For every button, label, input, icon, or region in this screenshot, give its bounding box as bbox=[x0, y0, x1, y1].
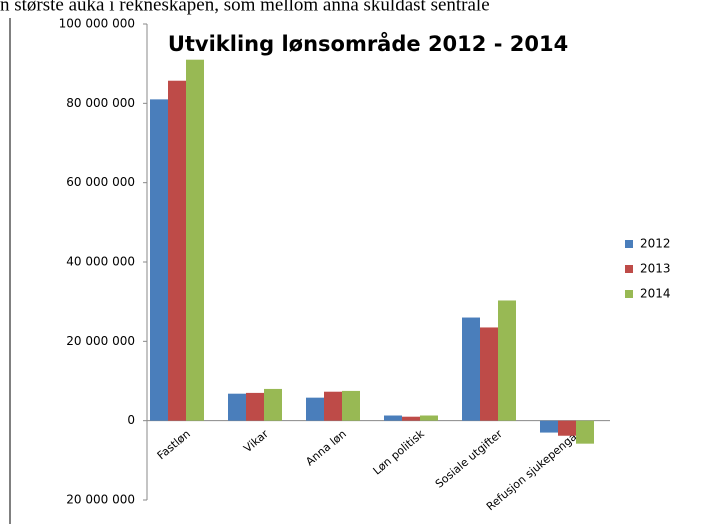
bar bbox=[420, 415, 438, 421]
x-tick-label: Løn politisk bbox=[371, 427, 428, 478]
legend-swatch bbox=[625, 290, 633, 298]
bar bbox=[576, 420, 594, 444]
legend-swatch bbox=[625, 265, 633, 273]
bar bbox=[168, 80, 186, 421]
y-tick-label: 0 bbox=[127, 413, 135, 427]
y-tick-label: 100 000 000 bbox=[59, 17, 135, 31]
x-tick-label: Sosiale utgifter bbox=[433, 427, 505, 491]
y-tick-label: 60 000 000 bbox=[66, 175, 135, 189]
bar bbox=[462, 317, 480, 421]
bar bbox=[324, 391, 342, 421]
legend-label: 2013 bbox=[640, 262, 671, 276]
chart-title: Utvikling lønsområde 2012 - 2014 bbox=[168, 31, 568, 56]
bar bbox=[246, 392, 264, 421]
bar bbox=[186, 59, 204, 421]
y-tick-label: 40 000 000 bbox=[66, 255, 135, 269]
x-tick-label: Fastløn bbox=[155, 427, 193, 462]
bar bbox=[384, 415, 402, 421]
x-tick-label: Vikar bbox=[241, 427, 271, 455]
legend-label: 2014 bbox=[640, 287, 671, 301]
y-tick-label: 20 000 000 bbox=[66, 334, 135, 348]
bar bbox=[306, 397, 324, 421]
bar bbox=[480, 327, 498, 421]
x-tick-label: Anna løn bbox=[303, 427, 349, 468]
bar bbox=[498, 300, 516, 421]
y-tick-label: 80 000 000 bbox=[66, 96, 135, 110]
bar bbox=[402, 416, 420, 421]
legend-label: 2012 bbox=[640, 237, 671, 251]
bar bbox=[342, 390, 360, 421]
bar bbox=[540, 420, 558, 433]
cropped-text: n største auka i rekneskapen, som mellom… bbox=[0, 0, 490, 15]
bar bbox=[150, 99, 168, 421]
bar bbox=[228, 393, 246, 421]
bar bbox=[558, 420, 576, 436]
legend-swatch bbox=[625, 240, 633, 248]
bar bbox=[264, 388, 282, 421]
y-tick-label: 20 000 000 bbox=[66, 493, 135, 507]
